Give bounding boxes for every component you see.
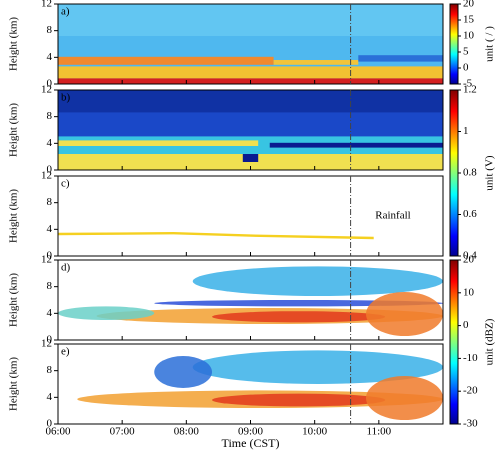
x-tick-label: 10:00 xyxy=(302,426,328,438)
x-tick-label: 07:00 xyxy=(110,426,136,438)
colorbar-tick-label: 0.8 xyxy=(463,167,477,179)
heatmap-texture xyxy=(273,60,359,65)
colorbar-tick-label: 0 xyxy=(463,319,469,331)
colorbar-tick-label: -30 xyxy=(463,418,478,430)
colorbar xyxy=(449,89,459,257)
colorbar-tick-label: 0.6 xyxy=(463,208,477,220)
heatmap-texture xyxy=(269,142,443,148)
x-tick-label: 09:00 xyxy=(238,426,264,438)
y-axis-label: Height (km) xyxy=(8,17,20,71)
y-tick-label: 8 xyxy=(47,24,53,36)
x-tick-label: 08:00 xyxy=(174,426,200,438)
heatmap-texture xyxy=(58,66,443,79)
colorbar-tick-label: 20 xyxy=(463,0,475,10)
colorbar-tick-label: -20 xyxy=(463,385,478,397)
panel-label: d) xyxy=(61,262,71,274)
y-tick-label: 8 xyxy=(47,110,53,122)
y-tick-label: 8 xyxy=(47,196,53,208)
x-tick-label: 11:00 xyxy=(367,426,392,438)
y-tick-label: 0 xyxy=(47,78,53,90)
y-tick-label: 0 xyxy=(47,418,53,430)
colorbar-tick-label: 1.2 xyxy=(463,84,477,96)
heatmap-texture xyxy=(58,90,443,113)
x-tick-label: 06:00 xyxy=(45,426,71,438)
heatmap-texture xyxy=(358,55,443,62)
colorbar-tick-label: 20 xyxy=(463,254,475,266)
panel-label: a) xyxy=(61,6,70,18)
heatmap-texture xyxy=(366,376,443,420)
y-tick-label: 0 xyxy=(47,250,53,262)
colorbar-label: unit (V) xyxy=(484,155,496,190)
heatmap-texture xyxy=(212,393,386,407)
panel-label: e) xyxy=(61,346,70,358)
heatmap-texture xyxy=(366,292,443,336)
y-tick-label: 0 xyxy=(47,334,53,346)
colorbar-tick-label: 0.4 xyxy=(463,250,477,262)
y-tick-label: 4 xyxy=(47,137,53,149)
colorbar-tick-label: 10 xyxy=(463,286,475,298)
y-tick-label: 8 xyxy=(47,280,53,292)
y-tick-label: 12 xyxy=(41,0,52,10)
heatmap-texture xyxy=(242,154,259,162)
y-tick-label: 12 xyxy=(41,170,52,182)
colorbar-tick-label: 15 xyxy=(463,14,475,26)
heatmap-texture xyxy=(58,140,259,146)
heatmap-texture xyxy=(212,311,386,323)
heatmap-texture xyxy=(192,266,443,297)
colorbar-label: unit ( / ) xyxy=(484,26,496,62)
heatmap-texture xyxy=(58,306,155,321)
y-tick-label: 12 xyxy=(41,338,52,350)
y-tick-label: 12 xyxy=(41,254,52,266)
y-tick-label: 12 xyxy=(41,84,52,96)
colorbar-tick-label: 0 xyxy=(463,62,469,74)
y-tick-label: 4 xyxy=(47,51,53,63)
heatmap-texture xyxy=(58,4,443,36)
y-tick-label: 4 xyxy=(47,391,53,403)
heatmap-texture xyxy=(58,232,374,240)
y-axis-label: Height (km) xyxy=(8,357,20,411)
y-tick-label: 4 xyxy=(47,307,53,319)
heatmap-texture xyxy=(192,350,443,385)
y-axis-label: Height (km) xyxy=(8,103,20,157)
panel-label: b) xyxy=(61,92,71,104)
x-axis-label: Time (CST) xyxy=(222,436,280,450)
colorbar-tick-label: 1 xyxy=(463,125,469,137)
y-axis-label: Height (km) xyxy=(8,189,20,243)
annotation: Rainfall xyxy=(375,210,410,222)
colorbar-label: unit (dBZ) xyxy=(484,318,496,365)
colorbar-tick-label: -10 xyxy=(463,352,478,364)
colorbar xyxy=(449,259,459,425)
heatmap-texture xyxy=(154,356,212,388)
y-tick-label: 8 xyxy=(47,364,53,376)
colorbar-tick-label: 5 xyxy=(463,46,469,58)
y-axis-label: Height (km) xyxy=(8,273,20,327)
y-tick-label: 4 xyxy=(47,223,53,235)
colorbar xyxy=(449,3,459,85)
colorbar-tick-label: 10 xyxy=(463,30,475,42)
colorbar-tick-label: -5 xyxy=(463,78,473,90)
heatmap-texture xyxy=(58,56,274,65)
panel-label: c) xyxy=(61,178,70,190)
y-tick-label: 0 xyxy=(47,164,53,176)
